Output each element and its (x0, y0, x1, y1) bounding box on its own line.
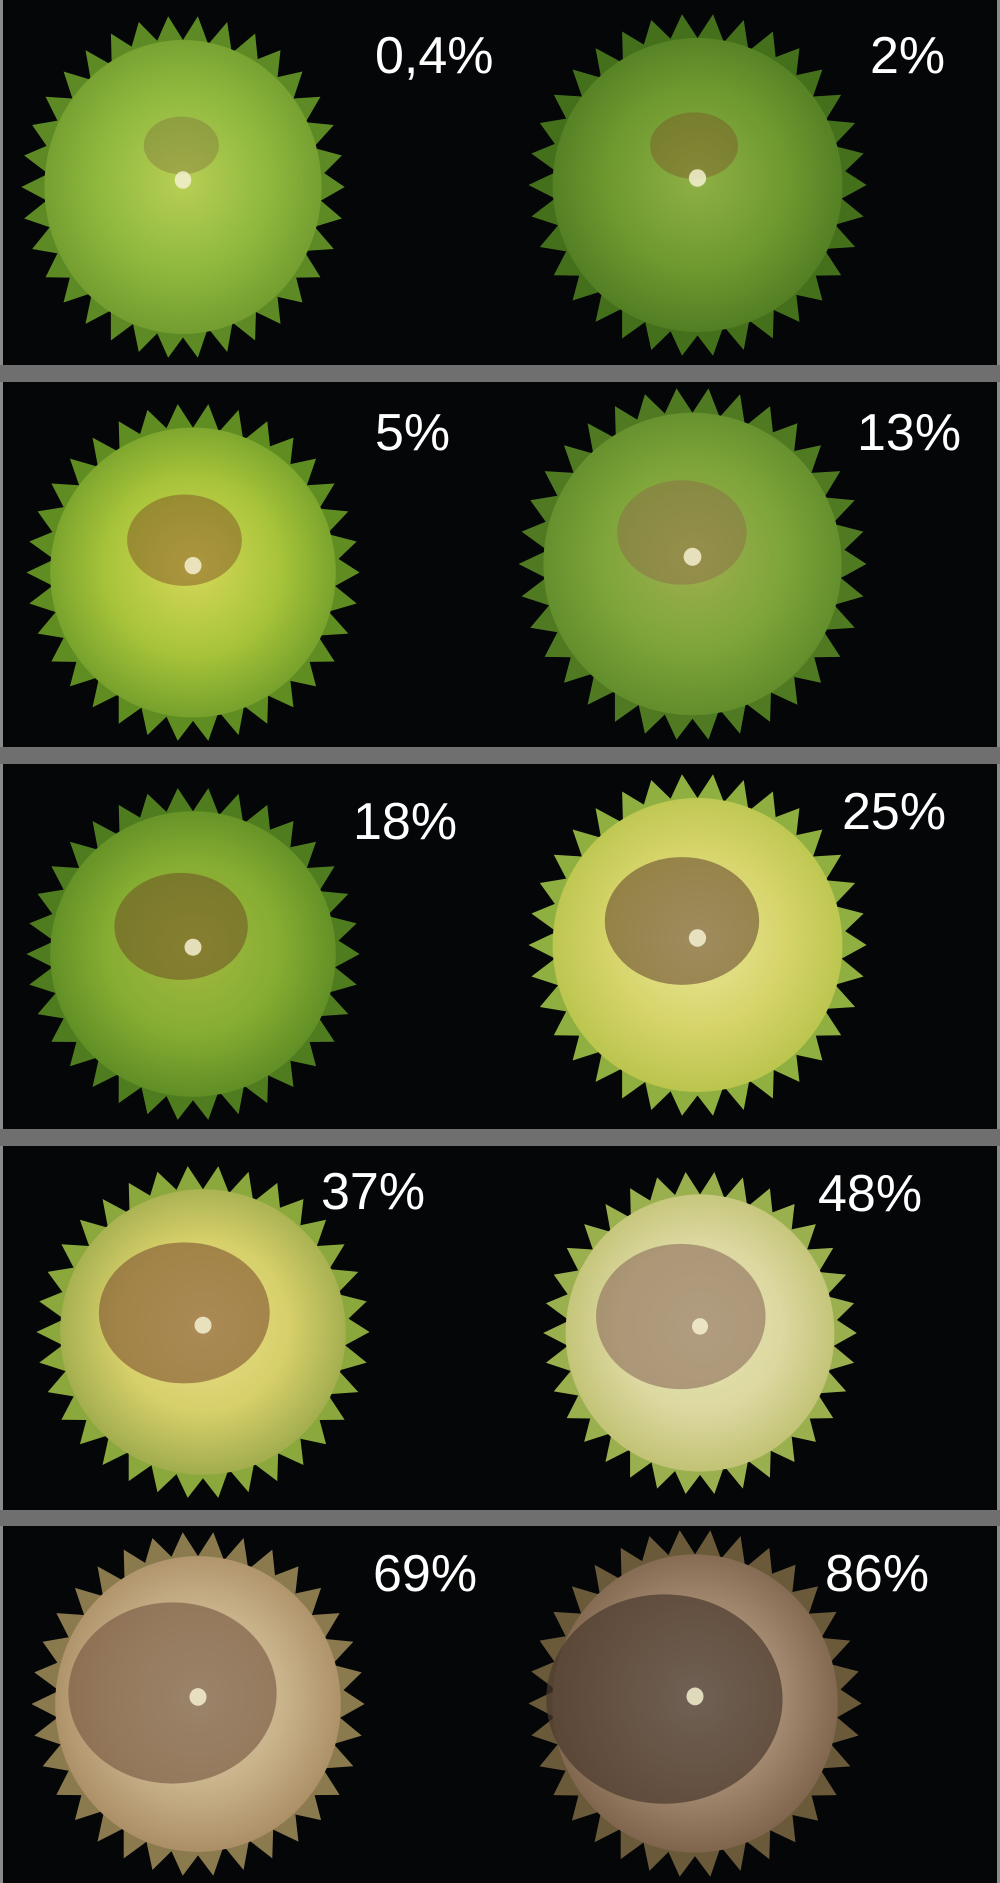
lesion-area (143, 116, 219, 175)
sunflower-head-image (18, 12, 348, 362)
lesion-area (546, 1594, 783, 1804)
severity-label: 13% (857, 404, 962, 462)
panel-cell: 2% (500, 0, 997, 365)
lesion-area (617, 480, 747, 585)
figure-row: 37% 48% (0, 1146, 1000, 1510)
severity-label: 2% (870, 27, 946, 85)
panel-cell: 18% (3, 764, 500, 1129)
panel-cell: 37% (3, 1146, 500, 1510)
sunflower-head-image (540, 1168, 860, 1498)
head-center (692, 1318, 708, 1335)
figure-row: 18% 25% (0, 764, 1000, 1129)
severity-label: 48% (818, 1165, 923, 1223)
figure-row: 69% 86% (0, 1526, 1000, 1883)
head-center (174, 171, 192, 189)
head-center (194, 1316, 212, 1334)
panel-cell: 86% (500, 1526, 997, 1883)
sunflower-head-image (23, 784, 363, 1124)
panel-cell: 48% (500, 1146, 997, 1510)
head-center (686, 1687, 704, 1706)
sunflower-head-image (515, 384, 870, 744)
figure-row: 5% 13% (0, 382, 1000, 747)
sunflower-head-image (525, 10, 870, 360)
panel-cell: 0,4% (3, 0, 500, 365)
lesion-area (68, 1602, 277, 1784)
head-center (688, 169, 707, 187)
sunflower-head-image (28, 1528, 368, 1880)
panel-cell: 5% (3, 382, 500, 747)
head-center (184, 556, 202, 575)
severity-label: 0,4% (375, 27, 494, 85)
head-center (688, 929, 707, 947)
lesion-area (650, 112, 739, 179)
lesion-area (596, 1243, 766, 1390)
severity-label: 25% (842, 783, 947, 841)
sunflower-head-image (33, 1162, 373, 1502)
lesion-area (604, 857, 760, 985)
panel-cell: 13% (500, 382, 997, 747)
sunflower-head-image (525, 1526, 865, 1881)
lesion-area (114, 872, 248, 980)
lesion-area (127, 494, 242, 586)
head-center (189, 1688, 207, 1706)
head-center (184, 938, 202, 956)
severity-label: 37% (321, 1163, 426, 1221)
severity-label: 86% (825, 1545, 930, 1603)
sunflower-head-image (23, 400, 363, 745)
severity-label: 69% (373, 1545, 478, 1603)
panel-cell: 69% (3, 1526, 500, 1883)
head-center (683, 547, 702, 566)
severity-label: 18% (353, 793, 458, 851)
figure-row: 0,4% 2% (0, 0, 1000, 365)
panel-cell: 25% (500, 764, 997, 1129)
sunflower-head-image (525, 770, 870, 1120)
lesion-area (98, 1242, 270, 1384)
severity-label: 5% (375, 404, 451, 462)
